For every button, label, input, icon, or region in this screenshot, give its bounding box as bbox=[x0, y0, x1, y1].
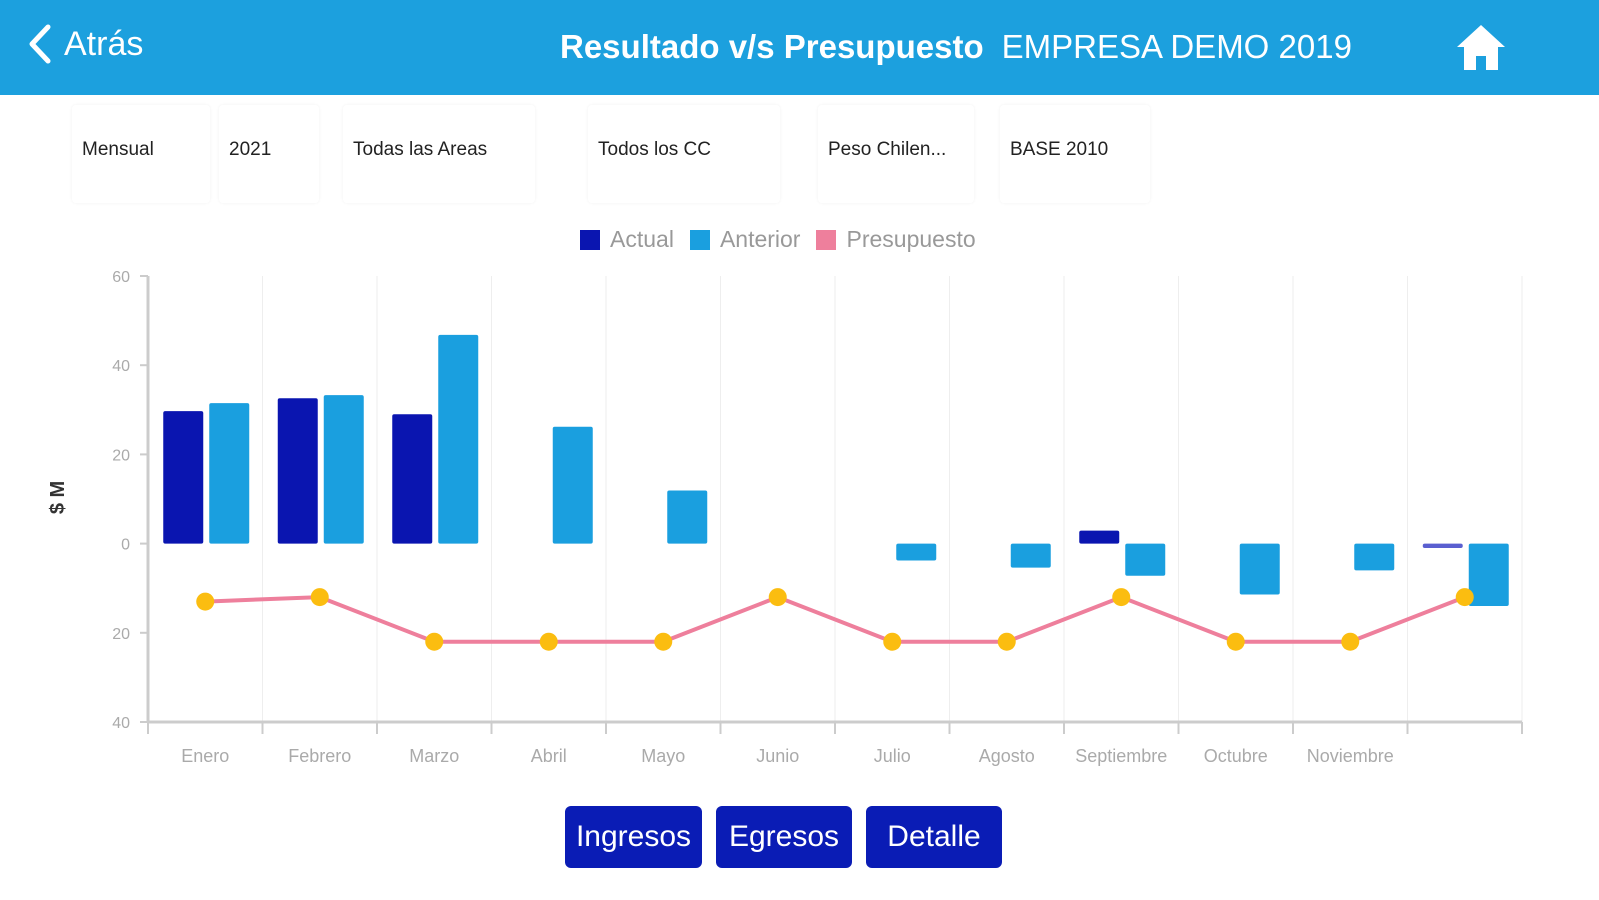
egresos-button[interactable]: Egresos bbox=[716, 806, 852, 868]
bar-anterior bbox=[1010, 543, 1051, 568]
x-tick-label: Marzo bbox=[409, 746, 459, 766]
bar-anterior bbox=[1354, 543, 1395, 571]
presupuesto-point bbox=[997, 632, 1016, 651]
y-tick-label: 20 bbox=[112, 447, 130, 464]
page-title: Resultado v/s Presupuesto EMPRESA DEMO 20… bbox=[560, 28, 1352, 66]
x-tick-label: Julio bbox=[874, 746, 911, 766]
bar-actual bbox=[1422, 543, 1463, 549]
filter-area[interactable]: Todas las Areas bbox=[343, 105, 535, 203]
legend-label: Presupuesto bbox=[846, 226, 976, 252]
report-title: Resultado v/s Presupuesto bbox=[560, 28, 984, 65]
x-tick-label: Abril bbox=[531, 746, 567, 766]
filter-currency[interactable]: Peso Chilen... bbox=[818, 105, 974, 203]
bar-anterior bbox=[1239, 543, 1280, 595]
y-tick-label: 0 bbox=[121, 537, 130, 554]
presupuesto-point bbox=[425, 632, 444, 651]
bar-actual bbox=[277, 398, 318, 544]
home-icon[interactable] bbox=[1455, 22, 1507, 72]
legend-actual[interactable]: Actual bbox=[580, 226, 674, 253]
y-tick-label: 40 bbox=[112, 715, 130, 732]
y-axis-label: $ M bbox=[47, 480, 70, 515]
x-tick-label: Enero bbox=[181, 746, 229, 766]
filter-cost-center[interactable]: Todos los CC bbox=[588, 105, 780, 203]
filter-base[interactable]: BASE 2010 bbox=[1000, 105, 1150, 203]
x-tick-label: Septiembre bbox=[1075, 746, 1167, 766]
company-name: EMPRESA DEMO 2019 bbox=[1001, 28, 1352, 65]
top-bar: Atrás Resultado v/s Presupuesto EMPRESA D… bbox=[0, 0, 1599, 95]
ingresos-button[interactable]: Ingresos bbox=[565, 806, 702, 868]
x-tick-label: Noviembre bbox=[1307, 746, 1394, 766]
x-tick-label: Octubre bbox=[1204, 746, 1268, 766]
legend-label: Actual bbox=[610, 226, 674, 252]
bar-line-chart: 60 40 20 0 20 40 Enero Febrero Marzo Abril Mayo Jun… bbox=[112, 269, 1523, 766]
presupuesto-point bbox=[310, 588, 329, 607]
presupuesto-point bbox=[539, 632, 558, 651]
detalle-button[interactable]: Detalle bbox=[866, 806, 1002, 868]
filter-bar: Mensual 2021 Todas las Areas Todos los C… bbox=[0, 105, 1599, 205]
bar-anterior bbox=[1468, 543, 1509, 607]
bar-anterior bbox=[667, 490, 708, 544]
filter-year[interactable]: 2021 bbox=[219, 105, 319, 203]
presupuesto-point bbox=[196, 592, 215, 611]
presupuesto-point bbox=[654, 632, 673, 651]
x-tick-label: Mayo bbox=[641, 746, 685, 766]
y-tick-label: 60 bbox=[112, 269, 130, 286]
legend-anterior[interactable]: Anterior bbox=[689, 226, 801, 253]
back-label: Atrás bbox=[64, 24, 144, 63]
bar-actual bbox=[392, 414, 433, 544]
bar-anterior bbox=[209, 403, 250, 544]
bar-anterior bbox=[552, 426, 593, 544]
presupuesto-point bbox=[1226, 632, 1245, 651]
action-buttons: Ingresos Egresos Detalle bbox=[565, 806, 1002, 868]
legend-swatch-anterior bbox=[689, 229, 710, 250]
presupuesto-line bbox=[205, 594, 1466, 644]
y-tick-label: 40 bbox=[112, 358, 130, 375]
chevron-left-icon bbox=[29, 24, 51, 64]
presupuesto-point bbox=[1455, 588, 1474, 607]
presupuesto-point bbox=[1112, 588, 1131, 607]
bar-actual bbox=[1079, 530, 1120, 544]
x-tick-label: Febrero bbox=[288, 746, 351, 766]
legend-swatch-presupuesto bbox=[816, 229, 837, 250]
presupuesto-point bbox=[1341, 632, 1360, 651]
x-tick-label: Agosto bbox=[979, 746, 1035, 766]
legend-presupuesto[interactable]: Presupuesto bbox=[816, 226, 976, 253]
bar-anterior bbox=[1125, 543, 1166, 576]
y-tick-label: 20 bbox=[112, 626, 130, 643]
bar-actual bbox=[163, 411, 204, 544]
filter-period[interactable]: Mensual bbox=[72, 105, 210, 203]
bar-anterior bbox=[438, 334, 479, 544]
chart-legend: Actual Anterior Presupuesto bbox=[580, 226, 976, 253]
presupuesto-point bbox=[768, 588, 787, 607]
x-tick-label: Junio bbox=[756, 746, 799, 766]
presupuesto-point bbox=[883, 632, 902, 651]
bar-anterior bbox=[896, 543, 937, 561]
legend-swatch-actual bbox=[580, 229, 600, 250]
bar-anterior bbox=[323, 395, 364, 544]
back-button[interactable]: Atrás bbox=[28, 24, 143, 64]
legend-label: Anterior bbox=[719, 226, 801, 252]
